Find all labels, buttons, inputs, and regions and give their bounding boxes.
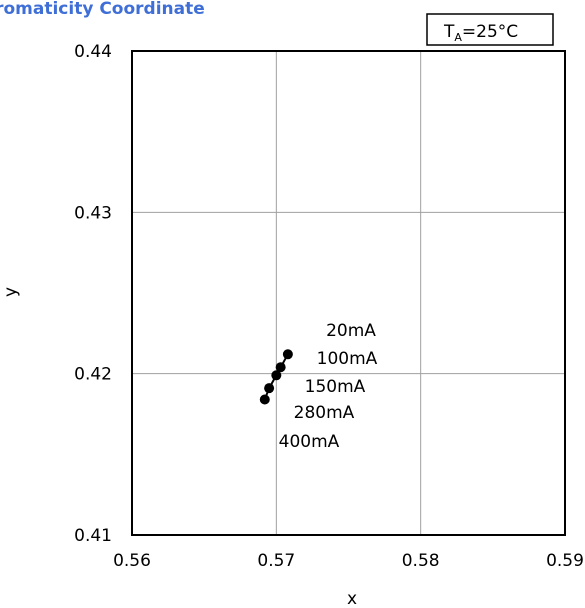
y-axis-label: y xyxy=(1,287,21,297)
x-axis-label: x xyxy=(347,589,357,608)
point-label: 400mA xyxy=(279,432,340,452)
data-point xyxy=(259,394,270,405)
point-label: 100mA xyxy=(317,349,378,369)
data-point xyxy=(275,362,286,373)
data-series xyxy=(259,349,293,405)
y-tick-label: 0.43 xyxy=(74,203,112,223)
y-tick-label: 0.41 xyxy=(74,526,112,546)
point-label: 280mA xyxy=(294,403,355,423)
chart-title: hromaticity Coordinate xyxy=(0,0,205,19)
data-point xyxy=(264,383,275,394)
point-label: 150mA xyxy=(305,377,366,397)
point-label: 20mA xyxy=(326,321,376,341)
x-tick-label: 0.57 xyxy=(257,551,295,571)
x-tick-label: 0.56 xyxy=(113,551,151,571)
data-point xyxy=(271,370,282,381)
point-labels: 20mA 100mA 150mA 280mA 400mA xyxy=(279,321,378,452)
temperature-condition-box: TA=25°C xyxy=(426,13,554,46)
x-tick-label: 0.58 xyxy=(402,551,440,571)
plot-area-frame xyxy=(131,50,566,536)
x-tick-labels: 0.56 0.57 0.58 0.59 xyxy=(113,551,584,571)
y-tick-labels: 0.41 0.42 0.43 0.44 xyxy=(74,42,112,546)
data-point xyxy=(282,349,293,360)
condition-box-frame xyxy=(426,13,554,46)
y-tick-label: 0.42 xyxy=(74,365,112,385)
temperature-condition: TA=25°C xyxy=(443,22,518,44)
grid-lines xyxy=(132,51,565,535)
x-tick-label: 0.59 xyxy=(546,551,584,571)
y-tick-label: 0.44 xyxy=(74,42,112,62)
